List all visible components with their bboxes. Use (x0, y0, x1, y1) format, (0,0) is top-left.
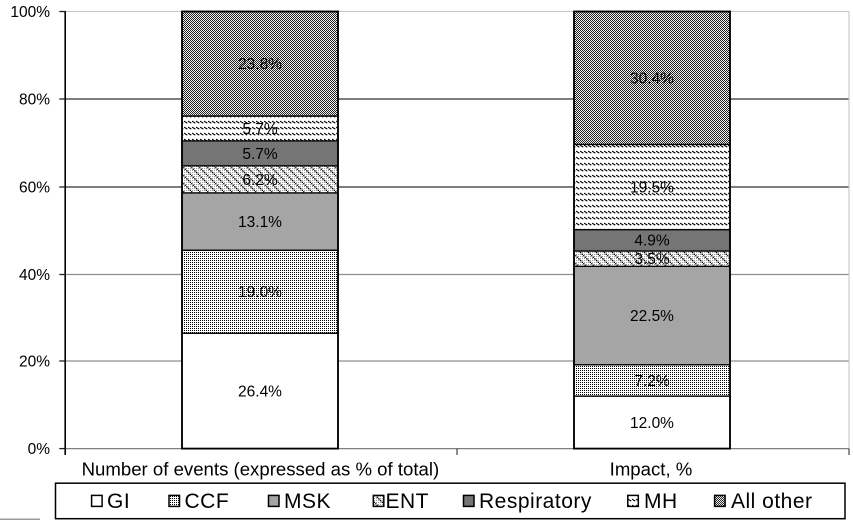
svg-text:19.0%: 19.0% (238, 284, 282, 301)
svg-text:5.7%: 5.7% (242, 121, 278, 138)
svg-text:7.2%: 7.2% (634, 373, 670, 390)
svg-text:40%: 40% (19, 267, 50, 284)
svg-text:13.1%: 13.1% (238, 214, 282, 231)
svg-text:3.5%: 3.5% (634, 251, 670, 268)
svg-text:6.2%: 6.2% (242, 172, 278, 189)
svg-text:0%: 0% (28, 441, 51, 458)
svg-text:19.5%: 19.5% (630, 179, 674, 196)
svg-text:20%: 20% (19, 354, 50, 371)
svg-text:MSK: MSK (284, 490, 331, 513)
svg-text:GI: GI (107, 490, 130, 513)
svg-text:22.5%: 22.5% (630, 308, 674, 325)
svg-text:MH: MH (644, 490, 678, 513)
svg-text:23.8%: 23.8% (238, 56, 282, 73)
svg-text:60%: 60% (19, 180, 50, 197)
svg-text:4.9%: 4.9% (634, 233, 670, 250)
svg-text:Number of events (expressed as: Number of events (expressed as % of tota… (82, 458, 440, 479)
svg-text:26.4%: 26.4% (238, 383, 282, 400)
svg-text:5.7%: 5.7% (242, 146, 278, 163)
svg-text:ENT: ENT (386, 490, 430, 513)
svg-text:Impact, %: Impact, % (610, 458, 693, 479)
svg-text:All other: All other (731, 490, 813, 513)
svg-text:CCF: CCF (185, 490, 230, 513)
svg-text:30.4%: 30.4% (630, 70, 674, 87)
svg-text:12.0%: 12.0% (630, 415, 674, 432)
svg-text:100%: 100% (10, 4, 50, 21)
svg-text:Respiratory: Respiratory (479, 490, 592, 513)
svg-text:80%: 80% (19, 92, 50, 109)
